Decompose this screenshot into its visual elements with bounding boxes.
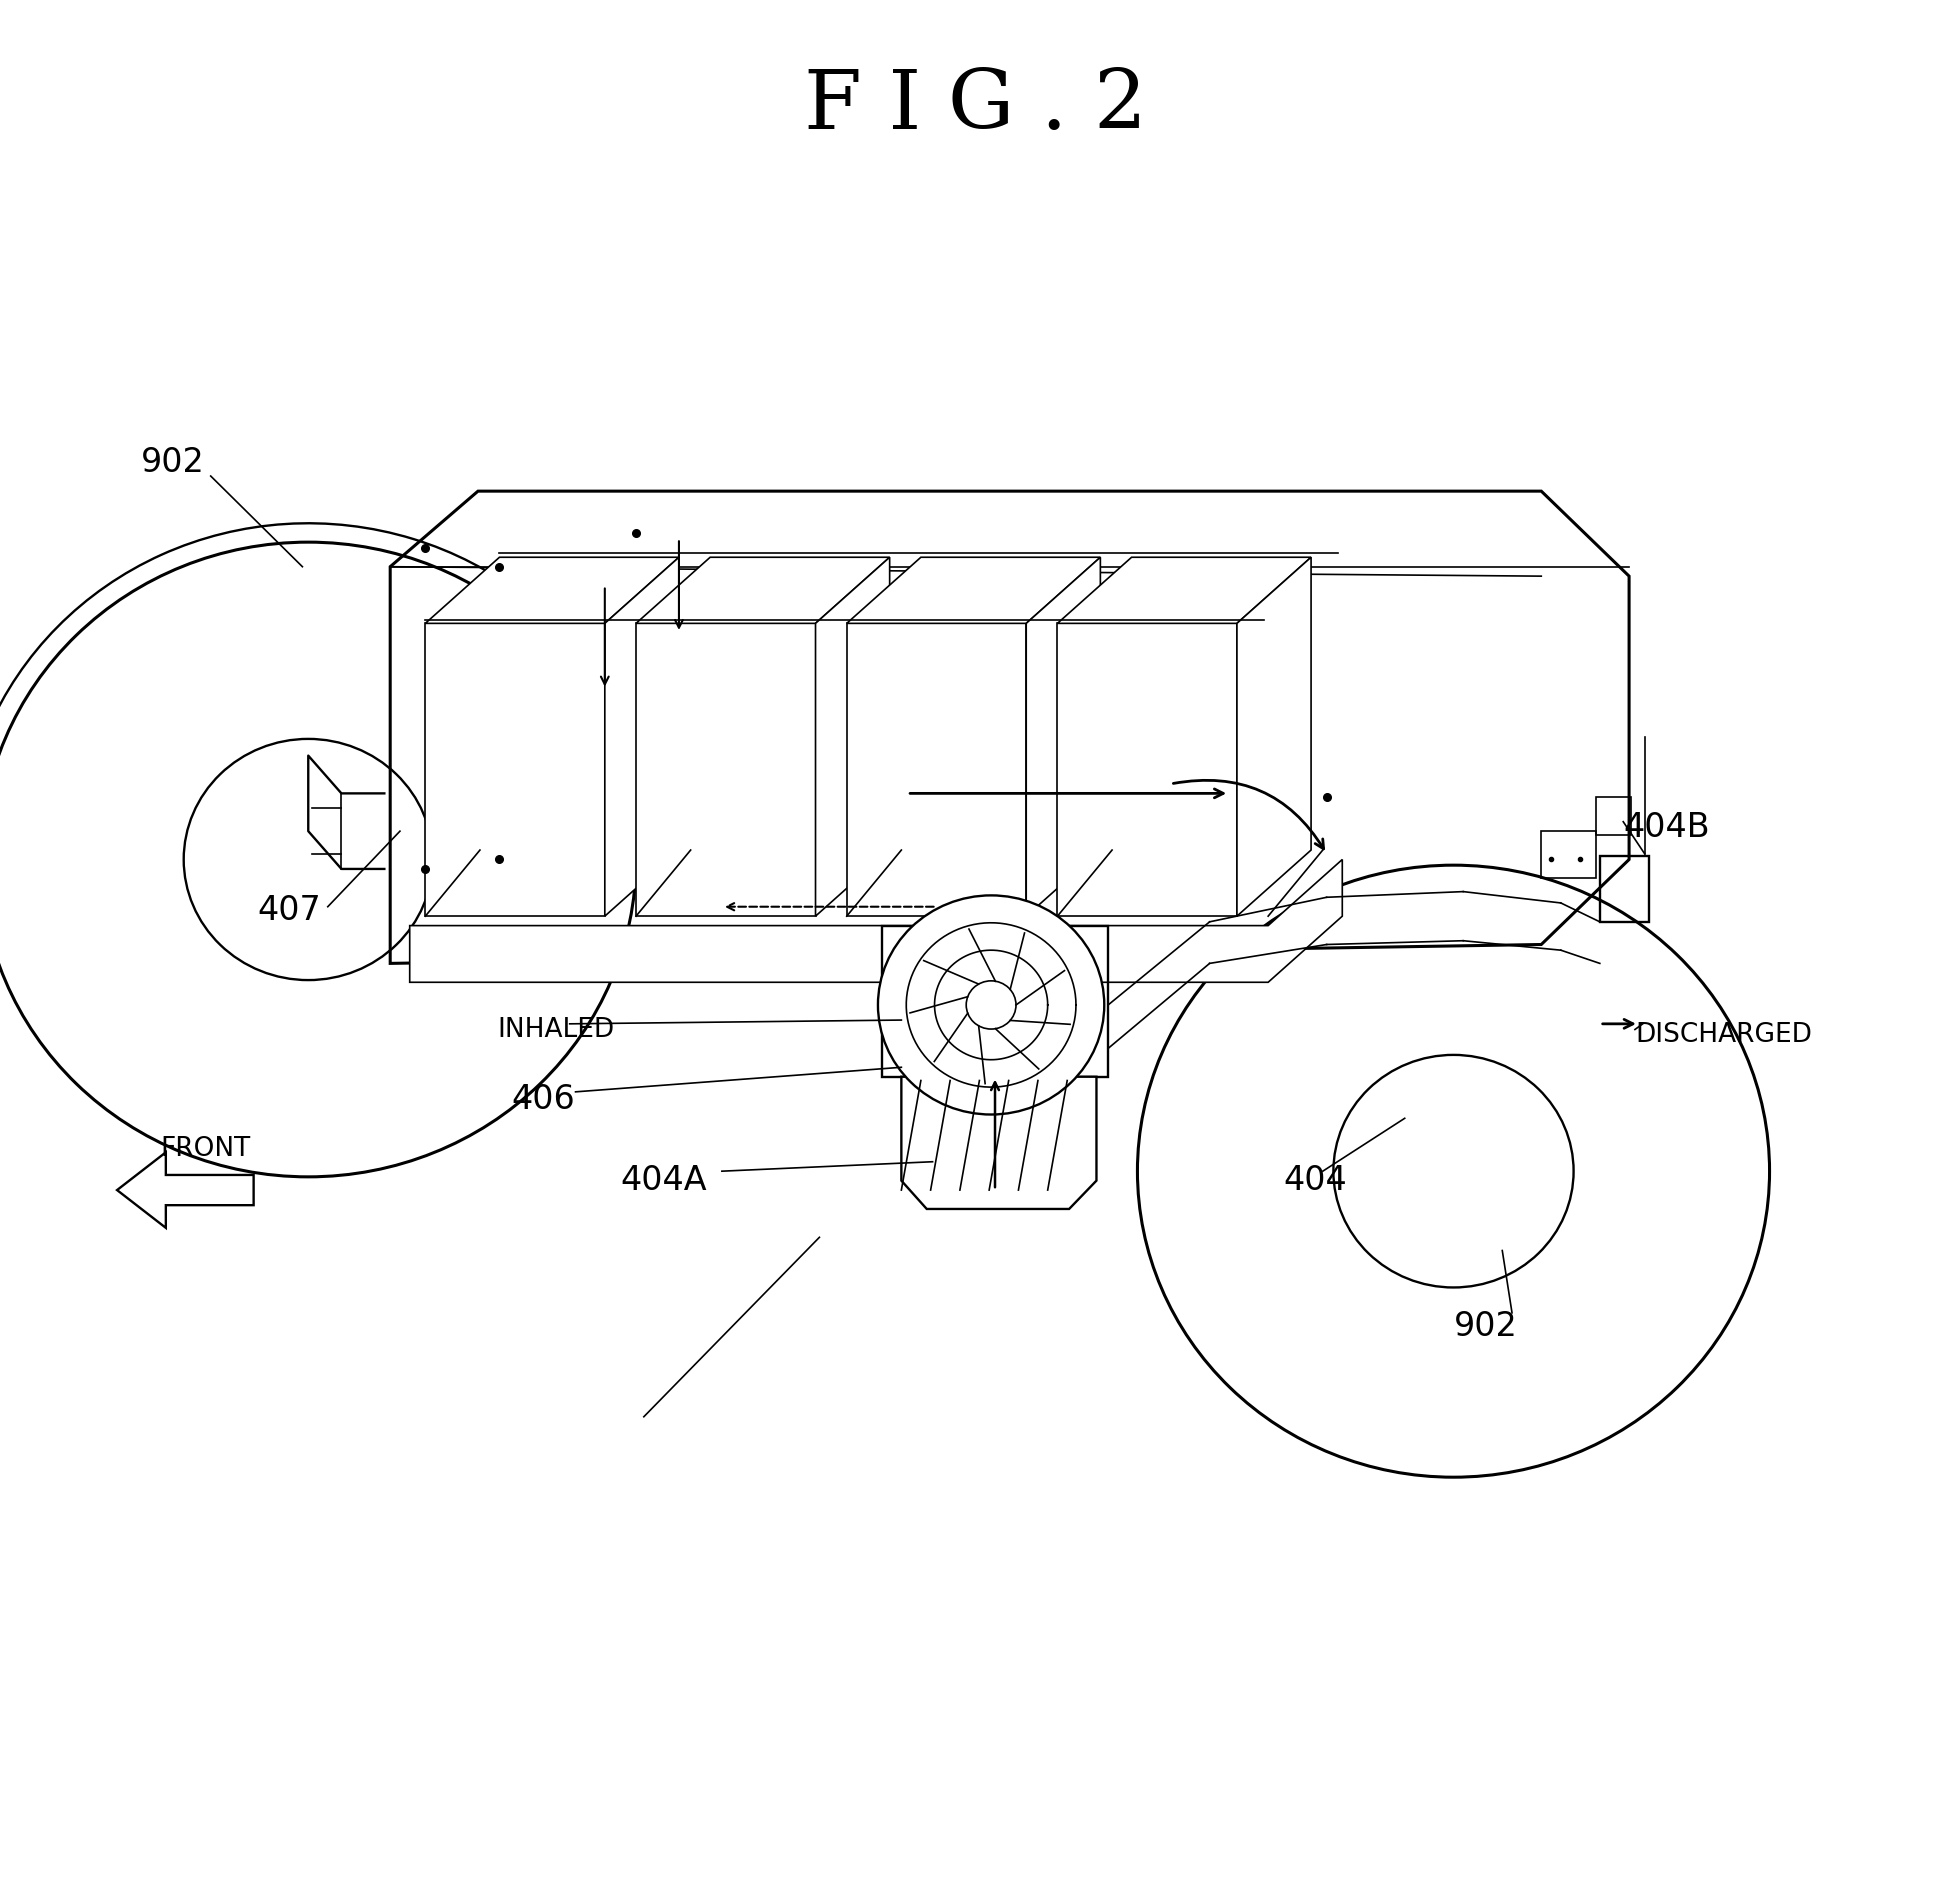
Circle shape <box>0 542 636 1177</box>
Text: 902: 902 <box>1453 1309 1518 1343</box>
Bar <box>1596 797 1631 835</box>
Polygon shape <box>816 557 890 916</box>
Polygon shape <box>636 623 816 916</box>
Polygon shape <box>847 557 1100 623</box>
Circle shape <box>1137 865 1770 1477</box>
Text: DISCHARGED: DISCHARGED <box>1635 1022 1812 1048</box>
Text: 407: 407 <box>258 893 322 927</box>
Text: F I G . 2: F I G . 2 <box>804 66 1147 145</box>
Bar <box>1600 856 1649 922</box>
Polygon shape <box>605 557 679 916</box>
Polygon shape <box>425 557 679 623</box>
Polygon shape <box>410 859 1342 982</box>
Polygon shape <box>1237 557 1311 916</box>
Circle shape <box>966 980 1016 1030</box>
Polygon shape <box>636 557 890 623</box>
Polygon shape <box>847 623 1026 916</box>
Text: 406: 406 <box>511 1082 576 1116</box>
Text: INHALED: INHALED <box>498 1016 615 1043</box>
Text: 404B: 404B <box>1623 810 1709 844</box>
Text: FRONT: FRONT <box>160 1135 250 1162</box>
Circle shape <box>878 895 1104 1115</box>
Text: 902: 902 <box>140 446 205 480</box>
Polygon shape <box>425 623 605 916</box>
Text: 404A: 404A <box>620 1164 706 1198</box>
Polygon shape <box>1026 557 1100 916</box>
Bar <box>1541 831 1596 878</box>
Polygon shape <box>1057 623 1237 916</box>
Polygon shape <box>901 1077 1096 1209</box>
Polygon shape <box>1057 557 1311 623</box>
Text: 404: 404 <box>1284 1164 1348 1198</box>
Polygon shape <box>117 1152 254 1228</box>
